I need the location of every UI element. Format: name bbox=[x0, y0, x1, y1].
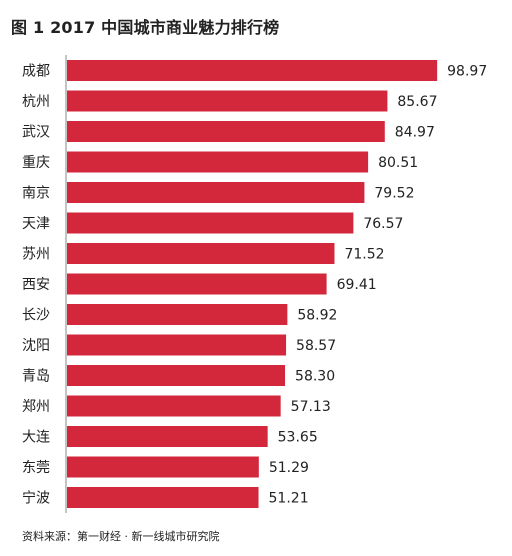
bar bbox=[67, 456, 259, 478]
category-label: 杭州 bbox=[22, 94, 50, 110]
category-label: 南京 bbox=[22, 186, 50, 202]
value-label: 53.65 bbox=[278, 430, 318, 446]
bar bbox=[67, 121, 385, 142]
value-label: 51.29 bbox=[269, 460, 309, 476]
bar bbox=[67, 273, 327, 295]
value-label: 71.52 bbox=[344, 247, 384, 263]
bar bbox=[67, 395, 281, 417]
value-label: 80.51 bbox=[378, 155, 418, 171]
value-label: 84.97 bbox=[395, 125, 435, 141]
bar bbox=[67, 151, 369, 173]
bar bbox=[67, 60, 438, 81]
category-label: 西安 bbox=[22, 277, 50, 293]
category-label: 天津 bbox=[22, 216, 50, 232]
value-label: 58.92 bbox=[297, 308, 337, 324]
value-label: 85.67 bbox=[397, 94, 437, 110]
category-label: 郑州 bbox=[22, 399, 50, 415]
category-label: 大连 bbox=[22, 430, 50, 446]
category-label: 重庆 bbox=[22, 155, 50, 171]
bar bbox=[67, 182, 365, 203]
bar bbox=[67, 365, 286, 386]
bar bbox=[67, 487, 259, 508]
category-label: 沈阳 bbox=[22, 338, 50, 354]
source-note: 资料来源：第一财经 · 新一线城市研究院 bbox=[22, 530, 220, 543]
bar bbox=[67, 243, 335, 264]
value-label: 58.57 bbox=[296, 338, 336, 354]
bar bbox=[67, 90, 388, 112]
chart-title: 图 1 2017 中国城市商业魅力排行榜 bbox=[11, 18, 280, 37]
bar bbox=[67, 426, 268, 447]
value-label: 79.52 bbox=[374, 186, 414, 202]
category-label: 苏州 bbox=[22, 247, 50, 263]
category-label: 青岛 bbox=[22, 369, 50, 385]
value-label: 76.57 bbox=[363, 216, 403, 232]
category-label: 宁波 bbox=[22, 490, 50, 507]
bar bbox=[67, 304, 288, 325]
value-label: 98.97 bbox=[447, 64, 487, 80]
category-label: 东莞 bbox=[22, 460, 50, 476]
value-label: 58.30 bbox=[295, 369, 335, 385]
bar bbox=[67, 212, 354, 234]
category-label: 长沙 bbox=[22, 308, 50, 324]
bar bbox=[67, 334, 287, 356]
value-label: 51.21 bbox=[269, 491, 309, 507]
value-label: 69.41 bbox=[337, 277, 377, 293]
category-label: 成都 bbox=[22, 64, 50, 80]
value-label: 57.13 bbox=[291, 399, 331, 415]
category-label: 武汉 bbox=[22, 125, 50, 141]
